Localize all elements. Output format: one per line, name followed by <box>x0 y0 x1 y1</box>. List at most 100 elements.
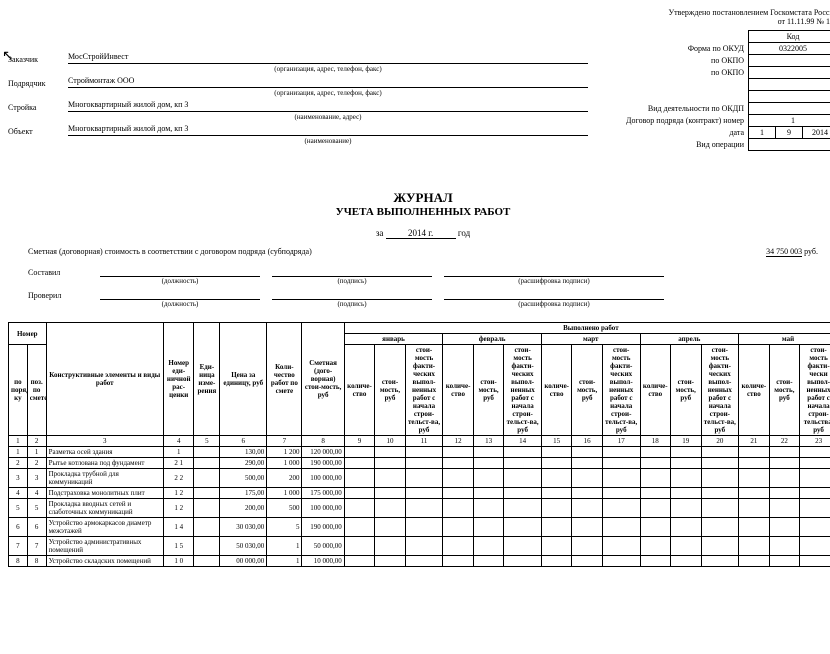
h-pp: по поряд-ку <box>9 345 28 436</box>
cost-value: 34 750 003 <box>766 247 802 257</box>
table-cell: 4 <box>9 488 28 499</box>
table-cell <box>405 556 443 567</box>
table-cell <box>640 518 671 537</box>
table-row: 44Подстраховка монолитных плит1 2175,001… <box>9 488 830 499</box>
table-cell <box>800 499 830 518</box>
table-cell <box>473 447 504 458</box>
table-cell <box>405 537 443 556</box>
table-cell <box>739 447 770 458</box>
table-cell: 1 <box>163 447 194 458</box>
table-cell <box>671 518 702 537</box>
table-cell: 1 <box>267 537 302 556</box>
table-cell <box>443 458 474 469</box>
colnum: 5 <box>194 436 220 447</box>
colnum: 8 <box>302 436 344 447</box>
table-cell <box>602 488 640 499</box>
table-row: 55Прокладка вводных сетей и слаботочных … <box>9 499 830 518</box>
colnum: 23 <box>800 436 830 447</box>
kod-header: Код <box>749 31 830 43</box>
table-cell <box>671 537 702 556</box>
table-cell: 2 1 <box>163 458 194 469</box>
table-cell <box>405 488 443 499</box>
table-cell <box>602 518 640 537</box>
table-cell: 1 5 <box>163 537 194 556</box>
table-row: 33Прокладка трубной для коммуникаций2 25… <box>9 469 830 488</box>
table-cell <box>541 469 572 488</box>
table-cell <box>473 537 504 556</box>
approval-line2: от 11.11.99 № 100 <box>8 17 830 26</box>
table-cell <box>375 447 406 458</box>
table-cell: 190 000,00 <box>302 518 344 537</box>
table-cell: 200,00 <box>220 499 267 518</box>
table-cell <box>640 556 671 567</box>
table-cell: 4 <box>27 488 46 499</box>
za-label: за <box>376 228 384 238</box>
table-cell <box>473 556 504 567</box>
table-cell <box>541 537 572 556</box>
table-cell: 175 000,00 <box>302 488 344 499</box>
table-cell <box>344 518 375 537</box>
table-cell <box>602 447 640 458</box>
header-zone: ↖ Заказчик МосСтройИнвест (организация, … <box>8 30 830 180</box>
table-cell: Подстраховка монолитных плит <box>46 488 163 499</box>
table-cell: 1 <box>27 447 46 458</box>
table-cell <box>344 458 375 469</box>
table-cell <box>194 447 220 458</box>
table-cell: 2 2 <box>163 469 194 488</box>
table-cell: Рытье котлована под фундамент <box>46 458 163 469</box>
table-cell <box>344 488 375 499</box>
table-cell: 50 000,00 <box>302 537 344 556</box>
table-cell <box>640 458 671 469</box>
h-m4-n: стои-мость факти-ческих выпол-ненных раб… <box>701 345 739 436</box>
table-cell <box>375 458 406 469</box>
table-cell: 2 <box>9 458 28 469</box>
title-block: ЖУРНАЛ УЧЕТА ВЫПОЛНЕННЫХ РАБОТ <box>8 190 830 218</box>
table-cell <box>375 518 406 537</box>
table-cell <box>443 447 474 458</box>
table-cell: 120 000,00 <box>302 447 344 458</box>
table-cell <box>739 537 770 556</box>
table-cell <box>769 537 800 556</box>
table-cell <box>640 447 671 458</box>
h-m1-k: количе-ство <box>344 345 375 436</box>
colnum: 20 <box>701 436 739 447</box>
proveril-dolzh <box>100 287 260 300</box>
table-cell <box>701 518 739 537</box>
table-cell <box>572 518 603 537</box>
table-cell: Устройство армокаркасов диаметр межэтаже… <box>46 518 163 537</box>
table-cell <box>800 458 830 469</box>
table-cell <box>572 469 603 488</box>
table-cell: Прокладка трубной для коммуникаций <box>46 469 163 488</box>
table-cell <box>739 556 770 567</box>
h-m3-n: стои-мость факти-ческих выпол-ненных раб… <box>602 345 640 436</box>
table-cell: 50 030,00 <box>220 537 267 556</box>
contract-d: 1 <box>749 127 776 139</box>
table-cell <box>671 458 702 469</box>
table-cell <box>541 488 572 499</box>
table-cell: 6 <box>27 518 46 537</box>
table-row: 11Разметка осей здания1130,001 200120 00… <box>9 447 830 458</box>
hint-rash-2: (расшифровка подписи) <box>444 300 664 308</box>
colnum: 10 <box>375 436 406 447</box>
table-cell <box>671 556 702 567</box>
colnum: 22 <box>769 436 800 447</box>
table-cell <box>443 537 474 556</box>
h-m3-k: количе-ство <box>541 345 572 436</box>
table-cell <box>504 556 542 567</box>
podryadchik-value: Строймонтаж ООО <box>68 76 588 88</box>
title-main: ЖУРНАЛ <box>8 190 830 206</box>
table-cell <box>769 458 800 469</box>
table-cell <box>769 488 800 499</box>
table-cell: 7 <box>27 537 46 556</box>
table-cell: 5 <box>9 499 28 518</box>
hint-podpis-1: (подпись) <box>272 277 432 285</box>
h-m5-s: стои-мость, руб <box>769 345 800 436</box>
table-cell: 1 2 <box>163 488 194 499</box>
month-3: апрель <box>640 334 739 345</box>
table-cell <box>405 518 443 537</box>
table-cell <box>194 469 220 488</box>
h-m1-n: стои-мость факти-ческих выпол-ненных раб… <box>405 345 443 436</box>
colnum: 2 <box>27 436 46 447</box>
h-m2-k: количе-ство <box>443 345 474 436</box>
table-cell <box>194 458 220 469</box>
